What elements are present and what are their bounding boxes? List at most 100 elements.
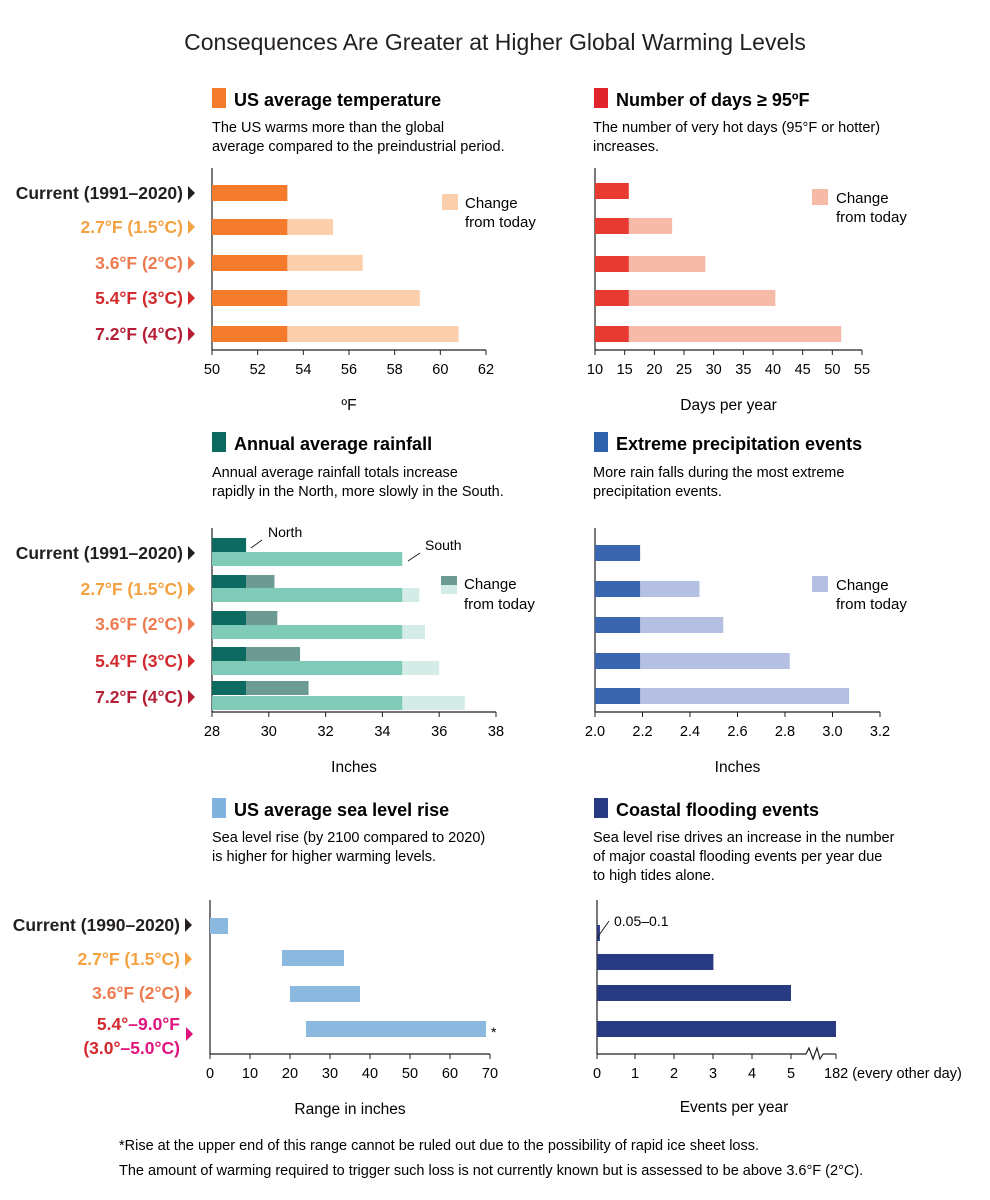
bar-north-current xyxy=(212,611,247,625)
bar-change xyxy=(628,326,842,342)
x-tick-label: 50 xyxy=(204,362,220,378)
bar-change xyxy=(287,326,459,342)
panel-title: US average temperature xyxy=(234,90,441,110)
scenario-label-2-7-f-1-5-c: 2.7°F (1.5°C) xyxy=(78,949,181,969)
x-tick-label: 56 xyxy=(341,362,357,378)
panel-annual-rainfall: Annual average rainfall Annual average r… xyxy=(204,432,535,776)
flood-annotation: 0.05–0.1 xyxy=(614,913,669,929)
x-axis-label: Range in inches xyxy=(294,1101,405,1118)
scenario-label-3-6-f-2-c: 3.6°F (2°C) xyxy=(95,253,183,273)
x-tick-label: 3 xyxy=(709,1066,717,1082)
bar-change xyxy=(640,688,850,704)
bar-change xyxy=(287,290,420,306)
x-tick-label: 60 xyxy=(442,1066,458,1082)
bar-range xyxy=(290,986,360,1002)
x-tick-label: 55 xyxy=(854,362,870,378)
bar-south-change xyxy=(402,661,440,675)
scenario-arrow-icon xyxy=(188,654,195,668)
bar-current xyxy=(595,688,641,704)
chart-extreme-precipitation: 2.0 2.2 2.4 2.6 2.8 3.0 3.2 Inches xyxy=(585,528,890,776)
panel-title: Coastal flooding events xyxy=(616,800,819,820)
scenario-label-part: 5.4° xyxy=(97,1014,128,1034)
bar-current xyxy=(595,581,641,597)
x-tick-label: 15 xyxy=(617,362,633,378)
x-axis-label: Inches xyxy=(715,759,761,776)
x-tick-label: 38 xyxy=(488,724,504,740)
bar-change xyxy=(640,653,790,669)
panel-title: Annual average rainfall xyxy=(234,434,432,454)
x-tick-label: 2.2 xyxy=(632,724,652,740)
x-tick-label: 30 xyxy=(706,362,722,378)
bar-south-current xyxy=(212,552,403,566)
bar-range xyxy=(282,950,344,966)
x-tick-label: 3.0 xyxy=(822,724,842,740)
x-tick-label: 60 xyxy=(432,362,448,378)
panel-color-swatch xyxy=(212,432,226,452)
bar-flood-events xyxy=(597,954,714,970)
panel-description-line1: More rain falls during the most extreme xyxy=(593,465,844,481)
panel-extreme-precipitation: Extreme precipitation events More rain f… xyxy=(585,432,907,776)
footnote-line1: *Rise at the upper end of this range can… xyxy=(119,1138,759,1154)
scenario-label-3-6-f-2-c: 3.6°F (2°C) xyxy=(92,983,180,1003)
x-tick-label: 70 xyxy=(482,1066,498,1082)
flood-annotation-leader xyxy=(596,920,610,939)
chart-sea-level-rise: 0 10 20 30 40 50 60 70 Range in inches xyxy=(206,900,498,1118)
x-tick-label: 50 xyxy=(402,1066,418,1082)
scenario-label-current-1991-2020: Current (1991–2020) xyxy=(16,183,183,203)
south-label: South xyxy=(425,537,462,553)
bar-current xyxy=(595,218,629,234)
x-tick-label: 182 (every other day) xyxy=(824,1066,962,1082)
panel-description-line1: Annual average rainfall totals increase xyxy=(212,465,458,481)
footnote-line2: The amount of warming required to trigge… xyxy=(119,1163,863,1179)
bar-north-current xyxy=(212,681,247,695)
panel-description-line2: is higher for higher warming levels. xyxy=(212,849,436,865)
panel-title: US average sea level rise xyxy=(234,800,449,820)
north-leader-line xyxy=(250,539,263,549)
bar-south-current xyxy=(212,696,403,710)
panel-color-swatch xyxy=(212,798,226,818)
legend-change-label-line2: from today xyxy=(465,214,536,231)
panel-color-swatch xyxy=(594,798,608,818)
scenario-label-5-4-f-3-c: 5.4°F (3°C) xyxy=(95,651,183,671)
panel-hot-days: Number of days ≥ 95ºF The number of very… xyxy=(587,88,907,414)
bar-north-change xyxy=(246,681,309,695)
scenario-arrow-icon xyxy=(188,220,195,234)
scenario-arrow-icon xyxy=(188,327,195,341)
legend-change-swatch xyxy=(442,194,458,210)
panel-description-line1: The number of very hot days (95°F or hot… xyxy=(593,120,880,136)
bar-flood-events xyxy=(597,1021,836,1037)
bar-south-change xyxy=(402,625,425,639)
bar-current xyxy=(212,219,288,235)
x-tick-label: 32 xyxy=(318,724,334,740)
bar-current xyxy=(212,290,288,306)
x-tick-label: 35 xyxy=(735,362,751,378)
scenario-arrow-icon xyxy=(188,582,195,596)
scenario-label-current-1991-2020: Current (1991–2020) xyxy=(16,543,183,563)
scenario-label-7-2-f-4-c: 7.2°F (4°C) xyxy=(95,324,183,344)
x-tick-label: 30 xyxy=(322,1066,338,1082)
scenario-label-part: –5.0°C) xyxy=(120,1038,180,1058)
x-tick-label: 0 xyxy=(593,1066,601,1082)
x-tick-label: 1 xyxy=(631,1066,639,1082)
scenario-label-3-6-f-2-c: 3.6°F (2°C) xyxy=(95,614,183,634)
scenario-arrow-icon xyxy=(188,617,195,631)
legend-change-label-line2: from today xyxy=(836,596,907,613)
x-tick-label: 10 xyxy=(587,362,603,378)
legend-change-swatch xyxy=(812,189,828,205)
bar-north-current xyxy=(212,647,247,661)
panel-description-line2: average compared to the preindustrial pe… xyxy=(212,139,505,155)
sea-level-asterisk: * xyxy=(491,1024,497,1040)
x-tick-label: 2.6 xyxy=(727,724,747,740)
x-tick-label: 2.8 xyxy=(775,724,795,740)
bar-current xyxy=(595,326,629,342)
scenario-arrow-icon xyxy=(185,986,192,1000)
bar-north-current xyxy=(212,575,247,589)
x-tick-label: 40 xyxy=(765,362,781,378)
x-axis-label: Inches xyxy=(331,759,377,776)
x-tick-label: 45 xyxy=(795,362,811,378)
bar-change xyxy=(628,218,673,234)
scenario-arrow-icon xyxy=(185,952,192,966)
x-tick-label: 34 xyxy=(374,724,390,740)
x-axis-label: ºF xyxy=(341,397,356,414)
